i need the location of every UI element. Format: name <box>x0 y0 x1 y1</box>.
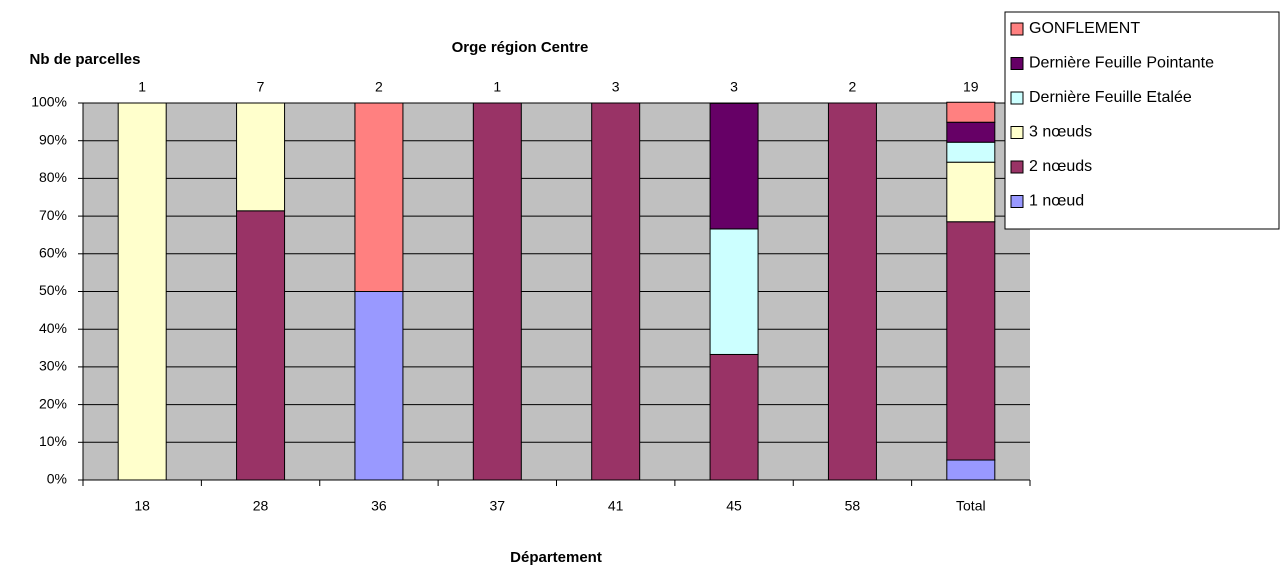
legend-label: Dernière Feuille Pointante <box>1029 55 1214 72</box>
legend-swatch <box>1010 160 1024 174</box>
x-tick-label: 28 <box>253 498 269 514</box>
bar-segment <box>827 102 877 481</box>
count-label: 3 <box>612 79 620 95</box>
bar-segment <box>946 141 996 163</box>
count-label: 19 <box>963 79 979 95</box>
legend-label: 2 nœuds <box>1029 158 1092 175</box>
legend-swatch <box>1010 91 1024 105</box>
legend-swatch <box>1010 126 1024 139</box>
y-tick-label: 80% <box>39 169 67 185</box>
bar-segment <box>946 459 996 481</box>
y-tick-label: 90% <box>39 131 67 147</box>
y-tick-label: 0% <box>47 471 67 487</box>
bar-segment <box>472 102 522 481</box>
legend-label: 3 nœuds <box>1029 124 1092 141</box>
count-label: 1 <box>138 79 146 95</box>
x-tick-label: 45 <box>726 498 742 514</box>
bar-segment <box>946 221 996 461</box>
bar-segment <box>354 291 404 481</box>
count-label: 2 <box>849 79 857 95</box>
bar-segment <box>354 102 404 292</box>
y-tick-label: 10% <box>39 433 67 449</box>
bar-segment <box>709 353 759 481</box>
x-tick-label: Total <box>956 498 986 514</box>
y-tick-label: 70% <box>39 207 67 223</box>
legend-swatch <box>1010 57 1024 70</box>
y-tick-label: 40% <box>39 320 67 336</box>
bar-segment <box>591 102 641 481</box>
bar-segment <box>236 210 286 481</box>
count-label: 1 <box>493 79 501 95</box>
count-label: 3 <box>730 79 738 95</box>
x-tick-label: 36 <box>371 498 387 514</box>
bar-segment <box>117 102 167 481</box>
legend-swatch <box>1010 195 1024 208</box>
count-label: 7 <box>257 79 265 95</box>
y-tick-label: 20% <box>39 395 67 411</box>
legend-label: Dernière Feuille Etalée <box>1029 89 1192 106</box>
x-tick-label: 18 <box>134 498 150 514</box>
x-tick-label: 37 <box>490 498 506 514</box>
bar-segment <box>946 121 996 143</box>
legend-box <box>1004 11 1280 230</box>
legend-swatch <box>1010 22 1024 36</box>
x-tick-label: 58 <box>845 498 861 514</box>
legend-label: 1 nœud <box>1029 193 1084 210</box>
y-tick-label: 100% <box>31 94 67 110</box>
chart-title: Orge région Centre <box>452 39 589 56</box>
y-axis-label: Nb de parcelles <box>30 51 141 68</box>
y-tick-label: 30% <box>39 358 67 374</box>
count-label: 2 <box>375 79 383 95</box>
bar-segment <box>709 102 759 230</box>
bar-segment <box>709 228 759 355</box>
bar-segment <box>946 101 996 123</box>
bar-segment <box>946 161 996 223</box>
x-tick-label: 41 <box>608 498 624 514</box>
bar-segment <box>236 102 286 212</box>
x-axis-label: Département <box>510 549 602 566</box>
y-tick-label: 60% <box>39 245 67 261</box>
y-tick-label: 50% <box>39 282 67 298</box>
legend-label: GONFLEMENT <box>1029 20 1140 37</box>
